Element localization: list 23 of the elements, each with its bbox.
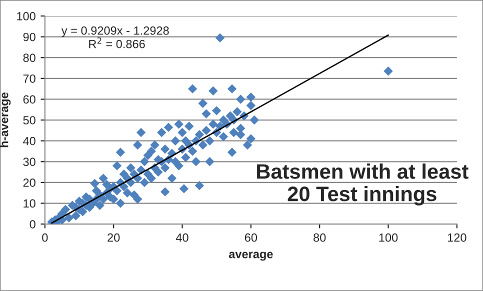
x-tick-label: 40: [176, 233, 188, 242]
y-tick-label: 10: [24, 199, 36, 208]
x-tick-label: 80: [314, 233, 326, 242]
annotation: y = 0.9209x - 1.2928: [61, 26, 169, 38]
x-tick-label: 100: [379, 233, 398, 242]
y-tick-label: 90: [23, 32, 36, 42]
x-tick-label: 60: [244, 233, 258, 242]
x-tick-label: 20: [108, 233, 120, 242]
y-tick-label: 30: [23, 158, 36, 166]
y-tick-label: 80: [23, 54, 36, 62]
y-tick-label: 20: [23, 178, 36, 187]
y-axis-title: h-average: [0, 92, 11, 148]
y-tick-label: 100: [17, 12, 36, 20]
y-tick-label: 50: [23, 116, 36, 124]
annotation: R$^{2}$ = 0.866: [89, 37, 145, 48]
y-tick-label: 0: [30, 220, 36, 228]
x-tick-label: 120: [448, 233, 466, 242]
annotation: Batsmen with at least 20 Test innings: [257, 164, 468, 206]
x-tick-label: 0: [42, 233, 48, 242]
y-tick-label: 70: [23, 74, 36, 83]
y-tick-label: 40: [23, 136, 36, 146]
x-axis-title: average: [228, 252, 273, 261]
y-tick-label: 60: [23, 95, 36, 104]
